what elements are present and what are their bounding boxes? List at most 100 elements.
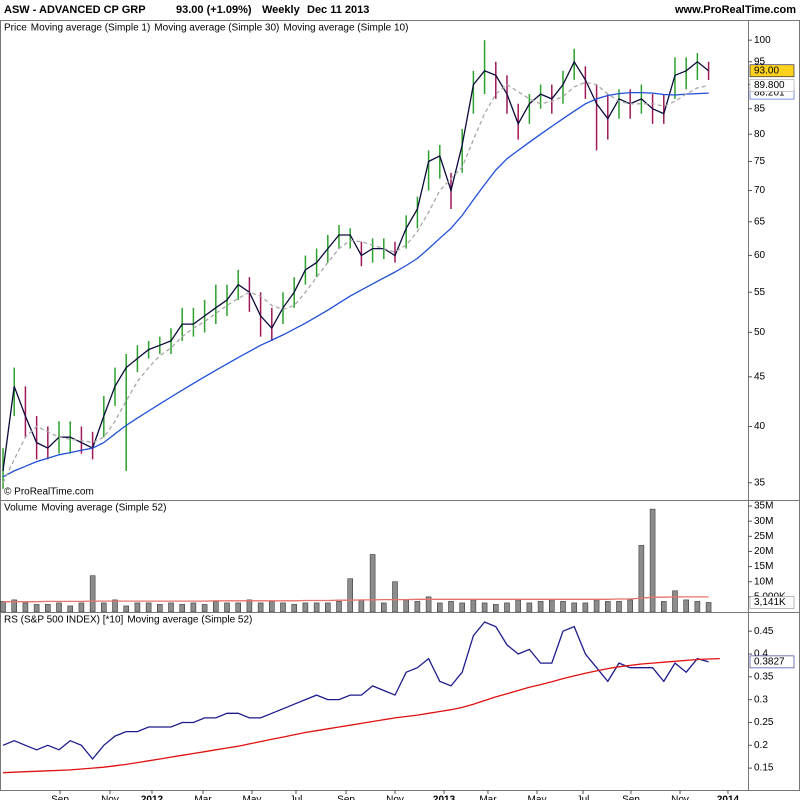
volume-bar [123, 605, 129, 613]
volume-bar [257, 602, 264, 613]
period: Weekly [262, 4, 301, 16]
volume-bar [336, 601, 342, 613]
legend-label: Price [4, 23, 27, 34]
x-tick-label: 2012 [141, 795, 164, 800]
x-tick-label: Nov [101, 795, 119, 800]
volume-bar [672, 590, 678, 613]
x-tick-label: Nov [671, 795, 689, 800]
y-tick-label: 60 [754, 250, 766, 261]
y-tick-label: 55 [754, 287, 766, 298]
y-tick-label: 35 [754, 477, 766, 488]
volume-bar [414, 601, 421, 613]
volume-bar [582, 602, 589, 613]
x-tick-label: Sep [337, 795, 355, 800]
volume-bar [593, 599, 600, 613]
volume-bar [78, 602, 85, 613]
volume-bar [493, 604, 499, 613]
y-tick-label: 30M [754, 516, 773, 527]
volume-bar [190, 602, 197, 613]
volume-bar [168, 602, 174, 613]
value-label: 89.800 [754, 80, 785, 91]
volume-bar [0, 601, 6, 613]
volume-bar [179, 604, 185, 613]
x-tick-label: Jul [577, 795, 590, 800]
x-tick-label: 2014 [717, 795, 740, 800]
y-tick-label: 0.2 [754, 740, 768, 751]
y-tick-label: 20M [754, 546, 773, 557]
volume-bar [638, 545, 645, 613]
x-tick-label: Sep [622, 795, 640, 800]
volume-bar [616, 601, 622, 613]
volume-bar [67, 605, 73, 613]
volume-bar [470, 599, 477, 613]
y-tick-label: 100 [754, 35, 771, 46]
volume-bar [358, 599, 365, 613]
volume-bar [201, 604, 208, 613]
y-tick-label: 0.4 [754, 649, 768, 660]
y-tick-label: 0.15 [754, 763, 774, 774]
x-tick-label: Mar [194, 795, 212, 800]
watermark: © ProRealTime.com [4, 487, 94, 498]
volume-bar [325, 602, 331, 613]
volume-bar [504, 602, 510, 613]
volume-bar [101, 602, 107, 613]
y-tick-label: 0.45 [754, 626, 774, 637]
legend-entry: Moving average (Simple 30) [154, 23, 279, 34]
value-label: 3,141K [754, 597, 786, 608]
volume-bar [213, 601, 219, 613]
date: Dec 11 2013 [307, 4, 369, 16]
series-line [2, 657, 720, 774]
x-tick-label: May [528, 795, 547, 800]
volume-bar [235, 602, 241, 613]
volume-bar [33, 604, 40, 613]
y-tick-label: 45 [754, 371, 766, 382]
volume-bar [661, 601, 667, 613]
volume-bar [537, 601, 544, 613]
volume-bar [369, 554, 376, 613]
site: www.ProRealTime.com [674, 4, 796, 16]
y-tick-label: 70 [754, 185, 766, 196]
y-tick-label: 95 [754, 56, 766, 67]
legend-entry: Moving average (Simple 52) [41, 503, 166, 514]
volume-bar [605, 601, 611, 613]
value-label: 0.3827 [754, 657, 785, 668]
volume-bar [627, 599, 633, 613]
series-line [2, 60, 710, 471]
volume-bar [403, 599, 409, 613]
volume-bar [291, 604, 297, 613]
volume-bar [56, 602, 62, 613]
y-tick-label: 65 [754, 216, 766, 227]
x-tick-label: Nov [386, 795, 404, 800]
y-tick-label: 85 [754, 103, 766, 114]
series-line [2, 91, 709, 478]
volume-bar [347, 578, 353, 613]
volume-bar [683, 599, 689, 613]
volume-bar [280, 602, 286, 613]
quote: 93.00 (+1.09%) [176, 4, 252, 16]
x-tick-label: 2013 [433, 795, 456, 800]
volume-bar [515, 599, 521, 613]
value-label: 88.201 [754, 88, 785, 99]
y-tick-label: 75 [754, 156, 766, 167]
y-tick-label: 80 [754, 129, 766, 140]
legend-entry: Moving average (Simple 10) [283, 23, 408, 34]
volume-bar [246, 599, 253, 613]
volume-bar [22, 602, 29, 613]
y-tick-label: 35M [754, 501, 773, 512]
volume-bar [560, 601, 566, 613]
volume-bar [224, 602, 230, 613]
series-line [2, 621, 709, 761]
value-label-box [749, 64, 795, 78]
volume-bar [549, 599, 555, 613]
volume-bar [694, 601, 701, 613]
y-tick-label: 10M [754, 576, 773, 587]
y-tick-label: 0.35 [754, 671, 774, 682]
volume-bar [381, 602, 387, 613]
volume-bar [45, 604, 51, 613]
volume-bar [392, 581, 398, 613]
x-tick-label: Mar [479, 795, 497, 800]
y-tick-label: 0.25 [754, 717, 774, 728]
volume-bar [89, 575, 96, 613]
